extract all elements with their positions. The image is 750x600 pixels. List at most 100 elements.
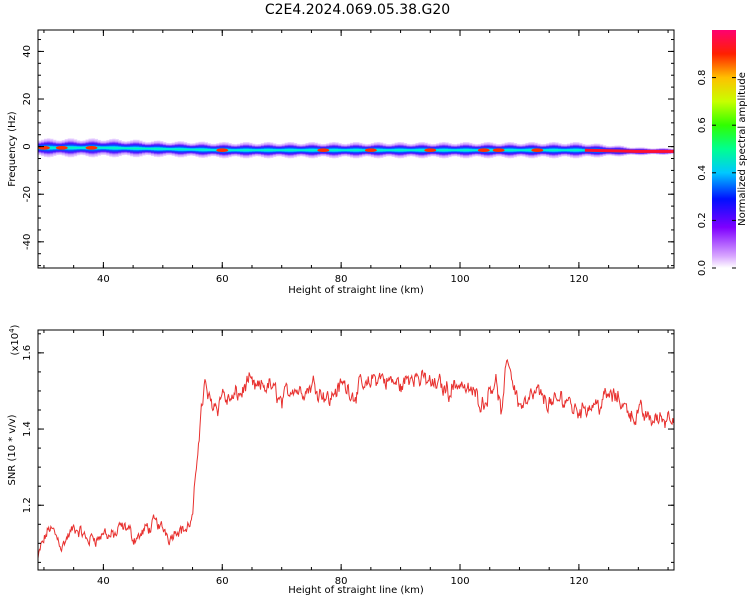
spectrum-band-segment <box>305 142 310 158</box>
colorbar-label: Normalized spectral amplitude <box>737 72 748 226</box>
spectrogram-panel: 40 60 80 100 120 -40 -20 0 20 40 Height of straig… <box>7 29 675 296</box>
spectrum-band-segment <box>504 142 509 158</box>
spectrum-band-segment <box>257 143 262 157</box>
spectrum-band-segment <box>403 142 408 158</box>
spectrum-band-segment <box>139 140 143 157</box>
spectrogram-ytick-label: -20 <box>22 186 33 202</box>
spectrum-peak <box>531 148 544 152</box>
spectrum-band-segment <box>448 143 452 158</box>
spectrum-band-segment <box>162 142 167 156</box>
spectrum-band-segment <box>275 143 280 157</box>
snr-panel: 40 60 80 100 120 1.2 1.4 1.6 Height of straight… <box>7 324 675 596</box>
snr-xlabel: Height of straight line (km) <box>288 585 424 596</box>
spectrum-band-segment <box>293 142 298 158</box>
spectrum-band-segment <box>278 144 283 157</box>
spectrum-band-segment <box>186 143 191 156</box>
snr-xtick-label: 40 <box>97 576 110 587</box>
spectrum-band-segment <box>561 143 565 157</box>
spectrum-band-segment <box>391 143 396 157</box>
spectrum-band-segment <box>454 144 458 157</box>
spectrum-band-segment <box>136 139 140 158</box>
spectrum-peak <box>364 148 377 152</box>
spectrogram-xtick-label: 80 <box>335 274 348 285</box>
spectrum-band-segment <box>465 142 470 159</box>
spectrum-band-segment <box>578 142 583 158</box>
spectrum-peak <box>424 148 437 152</box>
spectrum-band-segment <box>397 142 402 159</box>
spectrum-band-segment <box>266 141 271 159</box>
snr-frame <box>37 329 675 571</box>
snr-xtick-label: 60 <box>216 576 229 587</box>
spectrum-band-segment <box>489 142 494 158</box>
spectrum-band-segment <box>335 142 339 159</box>
spectrum-band-segment <box>130 140 134 157</box>
spectrum-band-segment <box>564 144 568 157</box>
spectrum-band-segment <box>234 144 238 157</box>
spectrum-band-segment <box>213 143 217 157</box>
spectrum-band-segment <box>165 142 170 156</box>
spectrum-band-segment <box>79 140 84 155</box>
spectrum-band-segment <box>353 142 357 159</box>
spectrum-band-segment <box>439 142 443 159</box>
spectrum-band-segment <box>451 143 455 157</box>
spectrum-band-segment <box>177 141 182 158</box>
spectrum-band-segment <box>462 142 467 159</box>
spectrogram-ytick-label: 40 <box>22 45 33 58</box>
spectrum-band-segment <box>572 142 577 159</box>
snr-scale-label: (x104) <box>8 324 21 355</box>
spectrum-band-segment <box>100 140 104 155</box>
spectrum-band-segment <box>569 142 574 158</box>
spectrum-band-segment <box>180 141 185 158</box>
spectrum-band-segment <box>109 139 113 157</box>
colorbar-gradient <box>712 30 736 268</box>
spectrum-band-segment <box>528 142 532 159</box>
spectrum-band-segment <box>385 144 390 157</box>
spectrum-band-segment <box>296 143 301 157</box>
spectrum-band-segment <box>442 141 446 159</box>
spectrum-band-segment <box>272 143 277 158</box>
spectrum-band-segment <box>412 143 417 157</box>
spectrum-band-segment <box>76 140 81 156</box>
spectrum-band-segment <box>409 144 414 157</box>
spectrum-band-segment <box>124 141 128 155</box>
spectrum-band-segment <box>546 143 550 158</box>
spectrogram-xlabel: Height of straight line (km) <box>288 285 424 296</box>
spectrum-band-segment <box>338 143 342 158</box>
spectrum-band-segment <box>183 142 188 157</box>
colorbar: 0.0 0.2 0.4 0.6 0.8 Normalized spectral ampl… <box>697 30 748 276</box>
spectrum-peak <box>492 148 505 152</box>
spectrum-band-segment <box>299 144 304 157</box>
spectrum-band-segment <box>254 144 259 157</box>
spectrum-band-segment <box>507 141 512 159</box>
spectrum-band-segment <box>468 142 473 158</box>
spectrogram-ytick-label: 20 <box>22 93 33 106</box>
spectrum-band-segment <box>341 143 345 157</box>
spectrum-band-segment <box>290 142 295 159</box>
spectrum-band-segment <box>142 141 146 156</box>
spectrum-band-segment <box>379 142 384 158</box>
spectrum-band-segment <box>192 143 197 157</box>
spectrum-band-segment <box>82 140 87 156</box>
spectrum-band-segment <box>516 143 521 157</box>
spectrum-band-segment <box>243 142 247 159</box>
spectrum-band-segment <box>471 143 476 157</box>
spectrum-band-segment <box>406 143 411 157</box>
spectrum-band-segment <box>174 141 179 157</box>
spectrum-band-segment <box>97 139 102 156</box>
colorbar-tick-label: 0.6 <box>697 117 708 133</box>
spectrum-band-segment <box>460 142 464 158</box>
snr-xtick-label: 80 <box>335 576 348 587</box>
spectrum-band-segment <box>344 144 348 157</box>
snr-series-line <box>38 358 674 559</box>
spectrum-band-segment <box>332 141 336 159</box>
spectrum-band-segment <box>525 142 529 158</box>
spectrum-band-segment <box>382 143 387 158</box>
spectrum-band-segment <box>147 142 152 156</box>
spectrum-band-segment <box>112 138 116 158</box>
spectrum-band-segment <box>133 139 137 158</box>
spectrum-band-segment <box>210 143 214 157</box>
spectrum-band-segment <box>522 143 527 157</box>
spectrum-band-segment <box>421 142 425 159</box>
spectrum-band-segment <box>240 142 244 158</box>
